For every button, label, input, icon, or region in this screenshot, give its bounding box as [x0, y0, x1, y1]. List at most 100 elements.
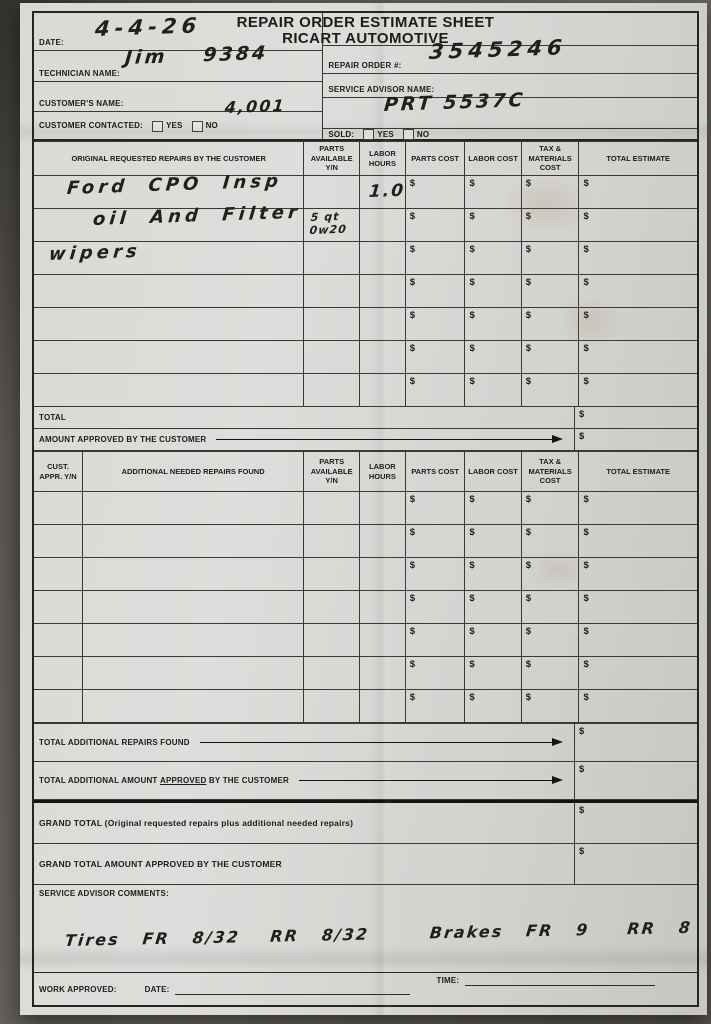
- additional-repairs-table: CUST. APPR. Y/N ADDITIONAL NEEDED REPAIR…: [34, 451, 697, 723]
- parts-cost-cell: $: [404, 241, 466, 275]
- repair-cell: [81, 689, 305, 723]
- table-row: $ $ $ $: [34, 307, 697, 341]
- header-right-column: REPAIR ORDER #: 3545246 SERVICE ADVISOR …: [323, 13, 697, 140]
- sold-label: SOLD:: [328, 129, 355, 139]
- grand-total-label: GRAND TOTAL (Original requested repairs …: [39, 818, 354, 828]
- title-line-1: REPAIR ORDER ESTIMATE SHEET: [236, 14, 495, 31]
- date-blank-line: [175, 983, 411, 995]
- parts-available-cell: [303, 274, 361, 308]
- parts-cost-cell: $: [404, 208, 466, 242]
- parts-cost-cell: $: [404, 689, 466, 723]
- total-estimate-cell: $: [578, 340, 697, 374]
- labor-hours-cell: [359, 491, 406, 525]
- paper-sheet: REPAIR ORDER ESTIMATE SHEET RICART AUTOM…: [20, 3, 707, 1015]
- approved-prefix: TOTAL ADDITIONAL AMOUNT: [39, 776, 158, 785]
- customer-contacted-no-label: NO: [205, 121, 218, 130]
- tax-materials-cell: $: [520, 175, 580, 209]
- header-left-column: DATE: 4-4-26 TECHNICIAN NAME: Jim 9384 C…: [34, 13, 324, 139]
- total-additional-approved-row: TOTAL ADDITIONAL AMOUNT APPROVED BY THE …: [34, 762, 697, 800]
- col-additional-repairs: ADDITIONAL NEEDED REPAIRS FOUND: [81, 451, 305, 492]
- tax-materials-cell: $: [520, 274, 580, 308]
- total-label: TOTAL: [39, 413, 66, 422]
- amount-approved-row: AMOUNT APPROVED BY THE CUSTOMER $: [34, 429, 697, 451]
- service-advisor-label: SERVICE ADVISOR NAME:: [328, 85, 435, 95]
- labor-cost-cell: $: [464, 557, 522, 591]
- parts-cost-cell: $: [404, 557, 466, 591]
- handwritten-repair-3: wipers: [48, 240, 142, 265]
- amount-approved-label: AMOUNT APPROVED BY THE CUSTOMER: [39, 435, 207, 444]
- total-estimate-cell: $: [578, 557, 697, 591]
- title-spacer: [323, 13, 697, 47]
- tax-materials-cell: $: [520, 241, 580, 275]
- time-signature-group: TIME:: [436, 974, 656, 986]
- table-row: $ $ $ $: [34, 689, 697, 723]
- col-tax-materials: TAX & MATERIALS COST: [520, 451, 580, 492]
- parts-available-cell: [303, 656, 361, 690]
- parts-available-cell: [303, 241, 361, 275]
- col-parts-cost: PARTS COST: [404, 451, 466, 492]
- handwritten-repair-order-number: 3545246: [428, 35, 569, 65]
- grand-total-box: $: [574, 803, 697, 843]
- parts-cost-cell: $: [404, 373, 466, 407]
- labor-hours-cell: [359, 340, 406, 374]
- service-advisor-comments-label: SERVICE ADVISOR COMMENTS:: [39, 889, 169, 898]
- tax-materials-cell: $: [520, 524, 580, 558]
- cust-appr-cell: [34, 623, 83, 657]
- customer-contacted-no-checkbox: [191, 120, 203, 132]
- repair-cell: [81, 656, 305, 690]
- labor-cost-cell: $: [464, 656, 522, 690]
- total-row: TOTAL $: [34, 407, 697, 429]
- handwritten-technician: Jim 9384: [124, 42, 270, 69]
- customer-contacted-field: CUSTOMER CONTACTED: YES NO: [34, 112, 322, 139]
- repair-cell: [81, 491, 305, 525]
- repair-cell: [34, 274, 305, 308]
- total-estimate-cell: $: [578, 307, 697, 341]
- date-signature-group: DATE:: [145, 983, 411, 995]
- additional-repairs-header-row: CUST. APPR. Y/N ADDITIONAL NEEDED REPAIR…: [34, 451, 697, 492]
- header-fields: DATE: 4-4-26 TECHNICIAN NAME: Jim 9384 C…: [34, 13, 697, 140]
- col-parts-available: PARTS AVAILABLE Y/N: [303, 451, 361, 492]
- labor-cost-cell: $: [464, 491, 522, 525]
- repair-cell: [81, 590, 305, 624]
- technician-field: TECHNICIAN NAME: Jim 9384: [34, 42, 323, 82]
- repair-cell: oil And Filter: [34, 202, 305, 242]
- grand-total-row: GRAND TOTAL (Original requested repairs …: [34, 803, 697, 844]
- total-estimate-cell: $: [578, 656, 697, 690]
- parts-cost-cell: $: [404, 340, 466, 374]
- form-title: REPAIR ORDER ESTIMATE SHEET RICART AUTOM…: [34, 14, 697, 47]
- table-row: oil And Filter 5 qt 0w20 $ $ $ $: [34, 202, 697, 242]
- tax-materials-cell: $: [520, 373, 580, 407]
- labor-cost-cell: $: [464, 208, 522, 242]
- col-total-estimate: TOTAL ESTIMATE: [578, 141, 697, 176]
- repair-cell: [81, 557, 305, 591]
- labor-cost-cell: $: [464, 524, 522, 558]
- table-row: $ $ $ $: [34, 656, 697, 690]
- total-estimate-cell: $: [578, 175, 697, 209]
- tax-materials-cell: $: [520, 307, 580, 341]
- original-repairs-table: ORIGINAL REQUESTED REPAIRS BY THE CUSTOM…: [34, 141, 697, 407]
- parts-cost-cell: $: [404, 274, 466, 308]
- table-row: Ford CPO Insp 1.0 $ $ $ $: [34, 171, 697, 209]
- repair-order-field: REPAIR ORDER #: 3545246: [323, 36, 697, 75]
- total-estimate-cell: $: [578, 689, 697, 723]
- repair-cell: [34, 373, 305, 407]
- labor-cost-cell: $: [464, 175, 522, 209]
- handwritten-repair-1: Ford CPO Insp: [66, 170, 284, 199]
- section-divider: [34, 800, 697, 803]
- total-estimate-cell: $: [578, 491, 697, 525]
- table-row: $ $ $ $: [34, 340, 697, 374]
- col-total-estimate: TOTAL ESTIMATE: [578, 451, 697, 492]
- repair-cell: [81, 524, 305, 558]
- parts-available-cell: 5 qt 0w20: [303, 208, 361, 242]
- labor-hours-cell: [359, 524, 406, 558]
- time-blank-line: [465, 974, 656, 986]
- approved-word-underlined: APPROVED: [159, 776, 207, 785]
- sold-yes-checkbox: [363, 129, 375, 140]
- labor-hours-cell: [359, 373, 406, 407]
- total-additional-approved-box: $: [574, 762, 697, 799]
- parts-available-cell: [303, 307, 361, 341]
- total-additional-repairs-label: TOTAL ADDITIONAL REPAIRS FOUND: [39, 738, 190, 747]
- cust-appr-cell: [34, 656, 83, 690]
- total-estimate-cell: $: [578, 590, 697, 624]
- technician-label: TECHNICIAN NAME:: [39, 69, 120, 78]
